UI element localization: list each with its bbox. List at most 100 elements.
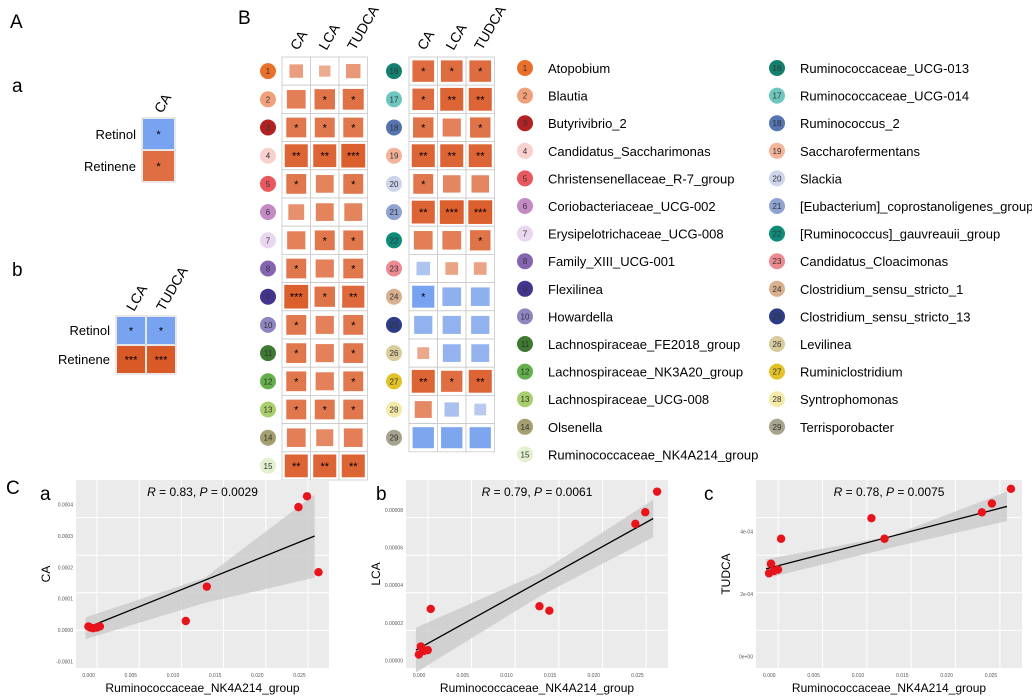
legend-marker: [517, 280, 533, 297]
legend-id: 19: [773, 147, 782, 156]
panel-a-a-row-label: Retinene: [84, 159, 136, 174]
legend-id: 21: [773, 202, 782, 211]
panel-label-Ca: a: [40, 484, 51, 505]
panel-b-left-cell-sig: *: [294, 348, 299, 360]
legend-label: Saccharofermentans: [800, 144, 920, 159]
scatter-1-confidence-band: [85, 494, 315, 640]
panel-b-left-cell-fill: [286, 315, 307, 335]
panel-b-right-cell-sig: *: [450, 376, 455, 388]
panel-b-right-cell-fill: [440, 60, 463, 82]
legend-id: 1: [523, 64, 528, 73]
panel-label-B: B: [238, 8, 251, 29]
panel-b-right-cell-sig: *: [450, 66, 455, 78]
legend-marker: [517, 336, 533, 352]
panel-b-right-cell-sig: **: [476, 376, 485, 388]
panel-a-b-cell-sig: *: [159, 326, 164, 338]
legend-marker: [769, 391, 785, 408]
legend-marker: [517, 198, 533, 214]
panel-b-left-cell-fill: [286, 343, 307, 363]
legend-marker: [517, 170, 533, 187]
panel-b-left-cell-sig: *: [294, 376, 299, 388]
legend-id: 8: [523, 257, 528, 266]
panel-b-left-cell-fill: [288, 204, 305, 220]
panel-b-left-cell-fill: [286, 371, 307, 392]
panel-b-right-cell-fill: [471, 344, 490, 362]
panel-b-right-cell-fill: [474, 403, 487, 416]
panel-b-left-cell-fill: [286, 428, 306, 447]
scatter-3-y-tick: 4e-04: [740, 529, 753, 535]
panel-b-left-cell-fill: [343, 258, 364, 279]
panel-b-right-taxon-id: 20: [390, 180, 399, 189]
scatter-1-x-tick: 0.005: [125, 673, 138, 679]
legend-marker: [517, 87, 533, 104]
panel-a-a-cell-fill: [143, 119, 174, 149]
panel-a-b-cell-fill: [147, 346, 175, 373]
panel-b-right-taxon-marker: [386, 91, 402, 108]
scatter-2-x-tick: 0.025: [631, 673, 644, 679]
scatter-2-y-tick: 0.00004: [385, 583, 403, 589]
panel-b-right-cell-frame: [408, 394, 438, 424]
scatter-3-x-tick: 0.025: [985, 673, 998, 679]
panel-b-left-cell-fill: [314, 399, 335, 420]
panel-b-left-cell-fill: [343, 230, 364, 251]
panel-b-right-cell-sig: **: [419, 207, 428, 219]
panel-b-left-cell-fill: [342, 285, 365, 308]
panel-b-right-cell-sig: *: [421, 66, 426, 78]
scatter-3-annotation-r-symbol: R: [834, 485, 843, 499]
legend-marker: [769, 280, 785, 297]
panel-a-b-cell-sig: *: [129, 326, 134, 338]
panel-b-right-cell-fill: [442, 287, 462, 306]
scatter-2-y-tick: 0.00006: [385, 546, 403, 552]
legend-id: 11: [521, 340, 530, 349]
panel-b-right-taxon-marker: [386, 63, 402, 80]
legend-marker: [769, 225, 785, 242]
panel-b-right-cell-fill: [412, 285, 435, 308]
panel-b-left-cell-fill: [313, 454, 337, 478]
panel-b-right-cell-fill: [414, 401, 432, 418]
scatter-3-data-point: [880, 534, 889, 543]
legend-id: 9: [523, 285, 528, 294]
scatter-2-x-tick: 0.020: [588, 673, 601, 679]
legend-id: 29: [773, 423, 782, 432]
panel-b-left-cell-fill: [343, 315, 364, 335]
panel-b-right-cell-fill: [411, 369, 435, 393]
scatter-2-y-tick: 0.00008: [385, 508, 403, 514]
scatter-2-x-tick: 0.005: [457, 673, 470, 679]
panel-b-left-taxon-marker: [260, 288, 276, 305]
panel-b-left-cell-fill: [286, 117, 307, 138]
legend-marker: [769, 142, 785, 159]
legend-marker: [769, 60, 785, 76]
scatter-1-x-tick: 0.025: [293, 673, 306, 679]
panel-b-right-taxon-marker: [386, 175, 402, 192]
panel-b-left-cell-fill: [342, 88, 364, 110]
panel-b-left-cell-sig: *: [294, 179, 299, 191]
panel-b-left-taxon-id: 1: [266, 67, 271, 76]
panel-b-left-cell-fill: [346, 63, 361, 79]
panel-b-right-cell-sig: *: [421, 94, 426, 106]
panel-b-right-cell-sig: *: [421, 179, 426, 191]
panel-b-right-cell-sig: **: [476, 94, 485, 106]
panel-b-right-cell-fill: [442, 118, 461, 137]
panel-b-left-taxon-id: 2: [266, 95, 271, 104]
panel-b-right-taxon-marker: [386, 147, 402, 164]
panel-b-left-cell-fill: [284, 454, 308, 478]
panel-b-right-cell-fill: [468, 369, 492, 393]
scatter-2-x-tick: 0.000: [413, 673, 426, 679]
scatter-1-data-point: [294, 502, 303, 512]
scatter-2-y-axis-label: LCA: [369, 562, 383, 585]
panel-b-left-cell-fill: [315, 175, 334, 193]
panel-b-left-taxon-marker: [260, 260, 276, 277]
scatter-2-confidence-band: [415, 499, 654, 673]
legend-id: 5: [523, 174, 528, 183]
panel-b-left-taxon-marker: [260, 119, 276, 136]
panel-b-right-cell-fill: [412, 427, 434, 449]
panel-b-right-taxon-marker: [386, 232, 402, 249]
panel-b-right-cell-fill: [442, 231, 462, 250]
legend-label: Candidatus_Cloacimonas: [800, 254, 949, 269]
panel-b-left-taxon-id: 11: [264, 349, 273, 358]
panel-b-right-taxon-marker: [386, 316, 402, 333]
scatter-3-data-point: [773, 565, 783, 574]
scatter-3-x-tick: 0.000: [763, 673, 776, 679]
scatter-2-data-point: [426, 604, 435, 614]
